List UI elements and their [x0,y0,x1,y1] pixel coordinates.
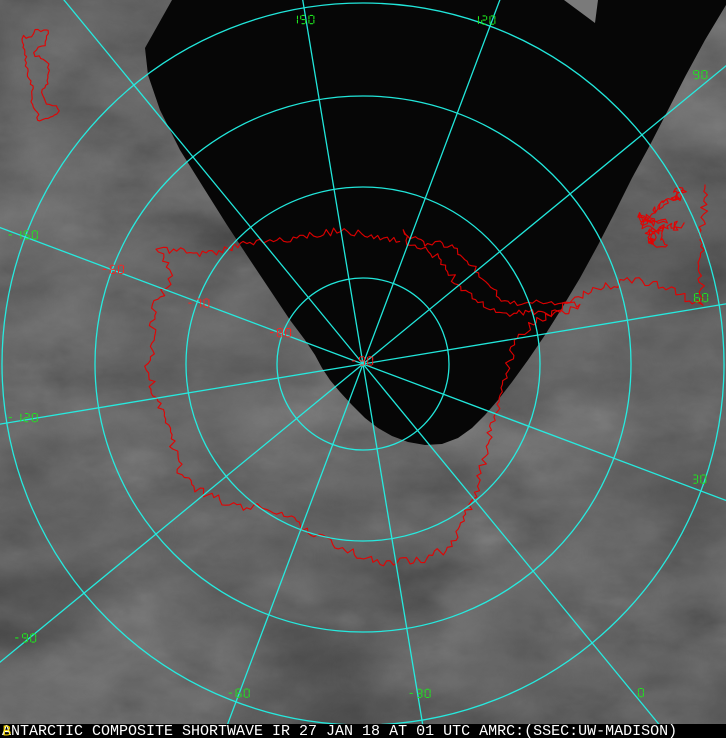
svg-text:ANTARCTIC COMPOSITE SHORTWAVE: ANTARCTIC COMPOSITE SHORTWAVE IR 27 JAN … [2,723,677,738]
svg-text:B: B [3,724,12,738]
